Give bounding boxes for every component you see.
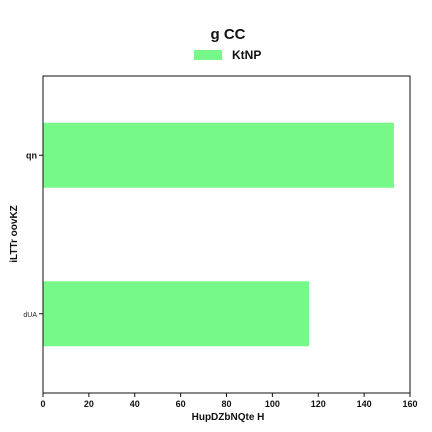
x-axis: 0 20 40 60 80 100 120 140 160 (40, 393, 418, 409)
legend-swatch (194, 50, 222, 60)
legend: KtNP (194, 48, 261, 62)
x-tick-label: 80 (221, 399, 231, 409)
y-tick-label: dUA (23, 312, 37, 319)
x-tick-label: 20 (84, 399, 94, 409)
x-tick-label: 60 (176, 399, 186, 409)
x-tick-label: 160 (402, 399, 417, 409)
x-tick-label: 0 (40, 399, 45, 409)
y-axis: qn dUA (23, 150, 43, 319)
y-tick-label: qn (26, 150, 37, 160)
x-tick-label: 140 (357, 399, 372, 409)
x-tick-label: 40 (130, 399, 140, 409)
chart-title: g CC (211, 26, 246, 43)
y-axis-label: iLTTr oovKZ (9, 205, 20, 263)
x-tick-label: 100 (265, 399, 280, 409)
bar-qn (43, 122, 394, 188)
plot-area (43, 122, 394, 347)
bar-dUA (43, 281, 310, 347)
x-axis-label: HupDZbNQte H (192, 412, 265, 423)
legend-label: KtNP (232, 48, 261, 62)
x-tick-label: 120 (311, 399, 326, 409)
